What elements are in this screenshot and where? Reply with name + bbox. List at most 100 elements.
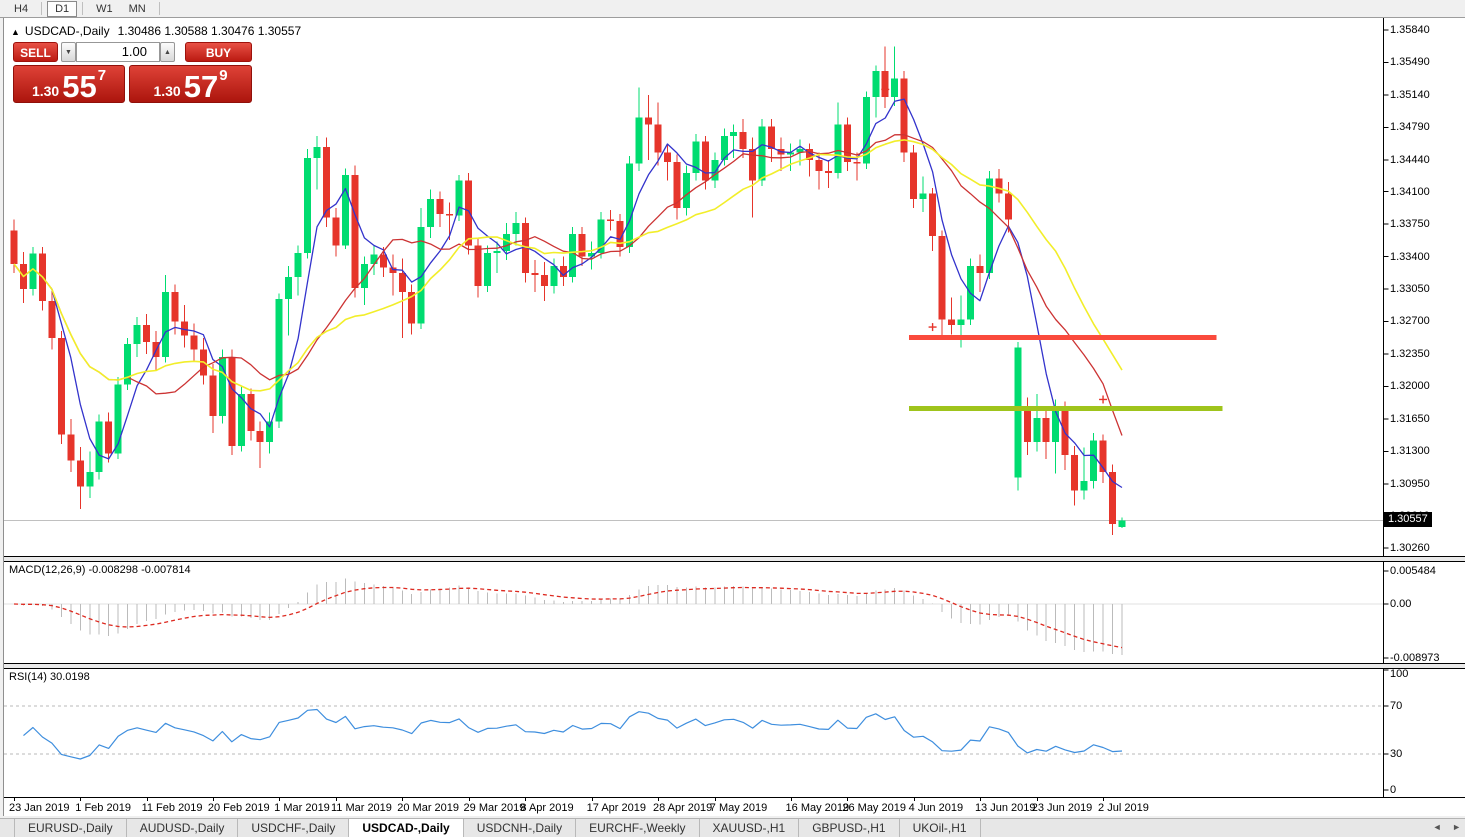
time-tick-mark [525, 798, 527, 801]
plus-marker [881, 85, 890, 94]
date-label: 11 Feb 2019 [141, 802, 203, 814]
price-tick-label: 1.35490 [1390, 56, 1430, 69]
price-tick-label: 1.33050 [1390, 282, 1430, 295]
rsi-tick-label: 70 [1390, 700, 1403, 712]
price-tick-label: 1.32350 [1390, 347, 1430, 360]
tab-usdcnh-daily[interactable]: USDCNH-,Daily [464, 819, 577, 837]
scroll-left-icon[interactable]: ◄ [1432, 822, 1442, 832]
volume-input[interactable]: 1.00 [76, 42, 160, 62]
price-tick-label: 1.33750 [1390, 218, 1430, 230]
tab-gbpusd-h1[interactable]: GBPUSD-,H1 [799, 819, 900, 837]
tab-ukoil-h1[interactable]: UKOil-,H1 [900, 819, 981, 837]
sell-button[interactable]: SELL [13, 42, 58, 62]
time-tick-mark [335, 798, 337, 801]
volume-increase-button[interactable]: ▲ [160, 42, 175, 62]
rsi-indicator-panel: RSI(14) 30.0198 100 70 30 0 [4, 668, 1465, 798]
time-tick-mark [657, 798, 659, 801]
time-tick-mark [913, 798, 915, 801]
toolbar-separator [41, 2, 43, 15]
price-chart-canvas[interactable] [4, 18, 1465, 557]
price-tick-label: 1.35140 [1390, 88, 1430, 101]
timeframe-d1-button[interactable]: D1 [47, 0, 78, 17]
time-tick-mark [14, 798, 15, 801]
plus-marker [928, 323, 937, 332]
chart-ohlc-values: 1.30486 1.30588 1.30476 1.30557 [117, 24, 302, 38]
tab-eurusd-daily[interactable]: EURUSD-,Daily [14, 819, 127, 837]
sell-price-pip: 7 [97, 67, 107, 84]
support-hline [908, 406, 1223, 412]
price-tick-label: 1.32700 [1390, 315, 1430, 328]
chart-expand-icon: ▲ [11, 27, 20, 37]
price-tick-label: 1.32000 [1390, 380, 1430, 393]
time-tick-mark [979, 798, 981, 801]
buy-price-prefix: 1.30 [153, 83, 181, 100]
time-tick-mark [1036, 798, 1038, 801]
time-tick-mark [847, 798, 849, 801]
period-toolbar: H4 D1 W1 MN [0, 0, 1465, 18]
tab-usdcad-daily[interactable]: USDCAD-,Daily [349, 819, 464, 837]
toolbar-separator [82, 2, 84, 15]
date-label: 29 Mar 2019 [463, 802, 526, 814]
macd-tick-label: 0.00 [1390, 598, 1412, 610]
scroll-right-icon[interactable]: ► [1452, 822, 1461, 832]
price-tick-label: 1.34440 [1390, 153, 1430, 166]
date-label: 1 Mar 2019 [274, 802, 330, 814]
buy-price-button[interactable]: 1.30 57 9 [129, 65, 252, 103]
date-label: 7 May 2019 [709, 802, 768, 814]
time-tick-mark [790, 798, 792, 801]
macd-histogram [22, 578, 1123, 655]
candles-layer [10, 46, 1126, 535]
macd-tick-label: -0.008973 [1390, 651, 1440, 664]
sma-13-line [13, 134, 1123, 436]
timeframe-h4-button[interactable]: H4 [14, 2, 29, 15]
time-tick-mark [1103, 798, 1105, 801]
time-tick-mark [80, 798, 82, 801]
date-label: 23 Jun 2019 [1031, 802, 1093, 814]
price-tick-label: 1.34100 [1390, 185, 1430, 198]
date-label: 8 Apr 2019 [520, 802, 574, 814]
chart-symbol-label: USDCAD-,Daily [24, 24, 110, 38]
volume-decrease-button[interactable]: ▼ [61, 42, 76, 62]
price-tick-label: 1.31300 [1390, 445, 1430, 458]
tab-audusd-daily[interactable]: AUDUSD-,Daily [127, 819, 239, 837]
panel-borders [4, 561, 1465, 664]
date-label: 2 Jul 2019 [1098, 802, 1149, 814]
chart-tab-bar: EURUSD-,Daily AUDUSD-,Daily USDCHF-,Dail… [0, 818, 1465, 837]
time-tick-mark [714, 798, 716, 801]
rsi-line [23, 708, 1123, 760]
price-tick-label: 1.31650 [1390, 412, 1430, 425]
chevron-down-icon: ▼ [65, 49, 72, 56]
date-label: 4 Jun 2019 [908, 802, 964, 814]
time-tick-mark [146, 798, 148, 801]
date-label: 11 Mar 2019 [330, 802, 392, 814]
tab-usdchf-daily[interactable]: USDCHF-,Daily [238, 819, 350, 837]
panel-borders [4, 668, 1465, 798]
macd-canvas [4, 561, 1465, 664]
macd-label: MACD(12,26,9) -0.008298 -0.007814 [9, 564, 191, 576]
sell-price-button[interactable]: 1.30 55 7 [13, 65, 125, 103]
time-tick-mark [591, 798, 593, 801]
price-tick-label: 1.34790 [1390, 121, 1430, 134]
tab-xauusd-h1[interactable]: XAUUSD-,H1 [700, 819, 800, 837]
timeframe-mn-button[interactable]: MN [128, 2, 146, 15]
panel-splitter[interactable] [4, 664, 1465, 668]
time-tick-mark [402, 798, 404, 801]
plus-marker [1099, 395, 1108, 404]
chart-client-area: ▲ USDCAD-,Daily 1.30486 1.30588 1.30476 1.… [3, 18, 1465, 816]
time-axis: 23 Jan 2019 1 Feb 2019 11 Feb 2019 20 Feb 2… [4, 798, 1465, 816]
price-chart-panel[interactable]: ▲ USDCAD-,Daily 1.30486 1.30588 1.30476 1.… [4, 18, 1465, 557]
sma-21-line [13, 139, 1123, 392]
time-tick-mark [279, 798, 281, 801]
time-tick-mark [468, 798, 470, 801]
timeframe-w1-button[interactable]: W1 [96, 2, 113, 15]
date-label: 1 Feb 2019 [75, 802, 131, 814]
buy-button[interactable]: BUY [185, 42, 252, 62]
panel-splitter[interactable] [4, 557, 1465, 561]
tab-eurchf-weekly[interactable]: EURCHF-,Weekly [576, 819, 700, 837]
toolbar-separator [158, 2, 160, 15]
sell-price-big: 55 [62, 68, 97, 104]
date-label: 20 Mar 2019 [397, 802, 460, 814]
date-label: 26 May 2019 [842, 802, 906, 814]
current-bid-price-label: 1.30557 [1384, 512, 1432, 528]
